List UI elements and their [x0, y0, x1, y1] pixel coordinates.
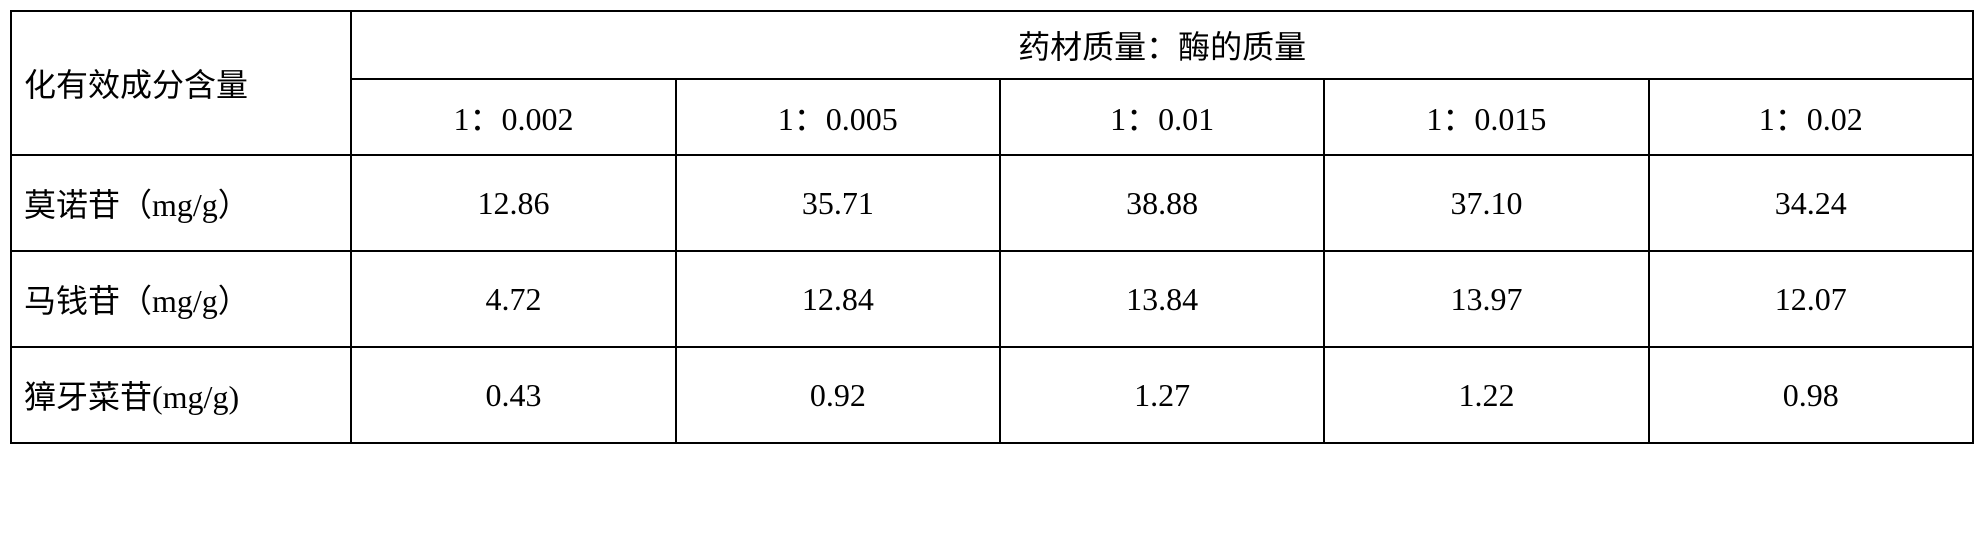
data-cell: 13.84	[1000, 251, 1324, 347]
row-label-2: 獐牙菜苷(mg/g)	[11, 347, 351, 443]
col-header-3: 1：0.015	[1324, 79, 1648, 155]
table-row: 马钱苷（mg/g） 4.72 12.84 13.84 13.97 12.07	[11, 251, 1973, 347]
row-label-1: 马钱苷（mg/g）	[11, 251, 351, 347]
table-row: 莫诺苷（mg/g） 12.86 35.71 38.88 37.10 34.24	[11, 155, 1973, 251]
header-row-1: 化有效成分含量 药材质量：酶的质量	[11, 11, 1973, 79]
data-cell: 0.43	[351, 347, 675, 443]
data-cell: 34.24	[1649, 155, 1973, 251]
data-cell: 1.22	[1324, 347, 1648, 443]
data-cell: 37.10	[1324, 155, 1648, 251]
col-header-2: 1：0.01	[1000, 79, 1324, 155]
row-header-title: 化有效成分含量	[11, 11, 351, 155]
table-container: 化有效成分含量 药材质量：酶的质量 1：0.002 1：0.005 1：0.01…	[10, 10, 1974, 444]
col-header-0: 1：0.002	[351, 79, 675, 155]
data-cell: 0.98	[1649, 347, 1973, 443]
data-cell: 4.72	[351, 251, 675, 347]
data-table: 化有效成分含量 药材质量：酶的质量 1：0.002 1：0.005 1：0.01…	[10, 10, 1974, 444]
data-cell: 12.86	[351, 155, 675, 251]
table-row: 獐牙菜苷(mg/g) 0.43 0.92 1.27 1.22 0.98	[11, 347, 1973, 443]
data-cell: 35.71	[676, 155, 1000, 251]
col-header-1: 1：0.005	[676, 79, 1000, 155]
col-header-4: 1：0.02	[1649, 79, 1973, 155]
data-cell: 0.92	[676, 347, 1000, 443]
row-label-0: 莫诺苷（mg/g）	[11, 155, 351, 251]
data-cell: 1.27	[1000, 347, 1324, 443]
data-cell: 12.07	[1649, 251, 1973, 347]
data-cell: 13.97	[1324, 251, 1648, 347]
data-cell: 12.84	[676, 251, 1000, 347]
group-header: 药材质量：酶的质量	[351, 11, 1973, 79]
data-cell: 38.88	[1000, 155, 1324, 251]
